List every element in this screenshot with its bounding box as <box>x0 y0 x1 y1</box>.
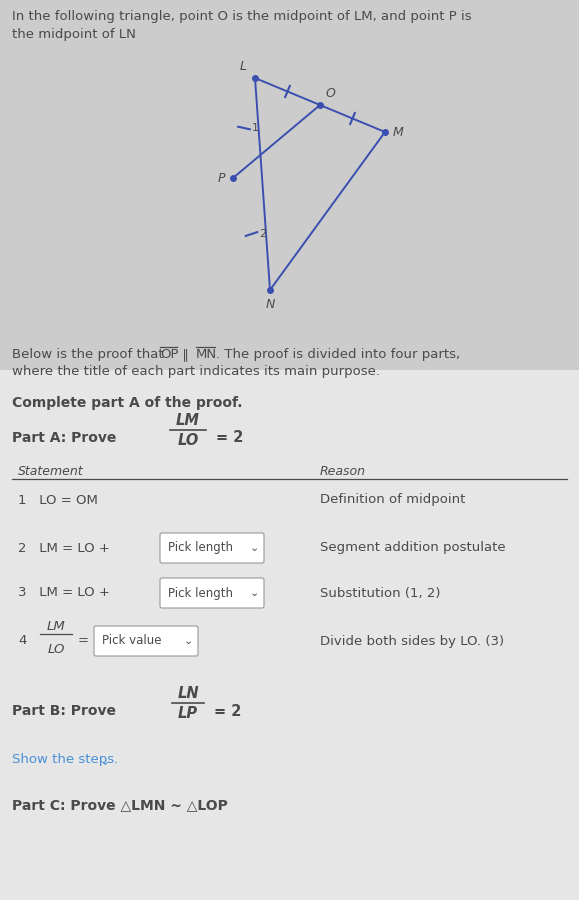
Text: Substitution (1, 2): Substitution (1, 2) <box>320 587 441 599</box>
Text: M: M <box>393 125 404 139</box>
Text: Pick length: Pick length <box>168 587 233 599</box>
FancyBboxPatch shape <box>160 533 264 563</box>
Text: LO: LO <box>47 643 65 656</box>
Text: = 2: = 2 <box>216 430 243 446</box>
Text: =: = <box>78 634 89 647</box>
Text: 1: 1 <box>252 123 259 133</box>
Text: 2   LM = LO +: 2 LM = LO + <box>18 542 110 554</box>
Text: 1   LO = OM: 1 LO = OM <box>18 493 98 507</box>
FancyBboxPatch shape <box>94 626 198 656</box>
Text: ⌄: ⌄ <box>250 543 259 553</box>
Text: Part B: Prove: Part B: Prove <box>12 704 116 718</box>
Text: Pick length: Pick length <box>168 542 233 554</box>
Text: In the following triangle, point O is the midpoint of LM, and point P is: In the following triangle, point O is th… <box>12 10 472 23</box>
Text: LM: LM <box>47 620 65 633</box>
Bar <box>0 0 579 370</box>
Text: LO: LO <box>177 433 199 448</box>
Text: Part A: Prove: Part A: Prove <box>12 431 116 445</box>
Text: O: O <box>325 87 335 100</box>
FancyBboxPatch shape <box>160 578 264 608</box>
Text: Statement: Statement <box>18 465 83 478</box>
Text: L: L <box>240 60 247 73</box>
Text: . The proof is divided into four parts,: . The proof is divided into four parts, <box>216 348 460 361</box>
Text: Part C: Prove △LMN ~ △LOP: Part C: Prove △LMN ~ △LOP <box>12 798 228 812</box>
Text: Divide both sides by LO. (3): Divide both sides by LO. (3) <box>320 634 504 647</box>
Text: where the title of each part indicates its main purpose.: where the title of each part indicates i… <box>12 365 380 378</box>
Text: LN: LN <box>177 686 199 701</box>
Text: LM: LM <box>176 413 200 428</box>
Text: Definition of midpoint: Definition of midpoint <box>320 493 466 507</box>
Text: ⌄: ⌄ <box>99 755 109 768</box>
Text: Pick value: Pick value <box>102 634 162 647</box>
Text: ⌄: ⌄ <box>250 588 259 598</box>
Text: the midpoint of LN: the midpoint of LN <box>12 28 136 41</box>
Text: Below is the proof that: Below is the proof that <box>12 348 168 361</box>
Text: 4: 4 <box>18 634 27 647</box>
Text: ∥: ∥ <box>178 348 193 361</box>
Text: MN: MN <box>196 348 217 361</box>
Text: Show the steps.: Show the steps. <box>12 753 118 766</box>
Text: 3   LM = LO +: 3 LM = LO + <box>18 587 110 599</box>
Text: 2: 2 <box>259 229 266 239</box>
Text: P: P <box>218 172 225 184</box>
Bar <box>0 370 579 900</box>
Text: OP: OP <box>160 348 178 361</box>
Text: ⌄: ⌄ <box>184 636 193 646</box>
Text: Segment addition postulate: Segment addition postulate <box>320 542 505 554</box>
Text: LP: LP <box>178 706 198 721</box>
Text: Complete part A of the proof.: Complete part A of the proof. <box>12 396 243 410</box>
Text: = 2: = 2 <box>214 704 241 718</box>
Text: Reason: Reason <box>320 465 366 478</box>
Text: N: N <box>265 298 274 311</box>
